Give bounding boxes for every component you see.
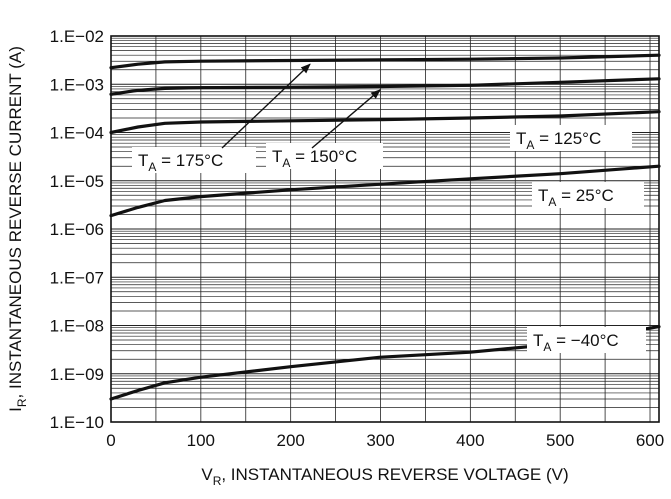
x-axis-title: VR, INSTANTANEOUS REVERSE VOLTAGE (V): [201, 465, 568, 488]
series-line-2: [109, 110, 661, 135]
y-axis-title: IR, INSTANTANEOUS REVERSE CURRENT (A): [6, 46, 29, 412]
x-tick-label: 200: [276, 431, 304, 450]
arrow-175: [221, 63, 311, 149]
y-tick-label: 1.E−06: [50, 220, 104, 239]
y-tick-label: 1.E−03: [50, 75, 104, 94]
series-label: TA = 125°C: [516, 129, 601, 152]
y-tick-label: 1.E−05: [50, 172, 104, 191]
series-label-bg: [527, 327, 646, 353]
series-label-bg: [266, 143, 383, 169]
x-tick-label: 100: [187, 431, 215, 450]
x-tick-label: 0: [106, 431, 115, 450]
series-label-bg: [532, 182, 644, 208]
series-label: TA = −40°C: [533, 331, 619, 354]
y-tick-label: 1.E−04: [50, 124, 104, 143]
series-label-bg: [510, 125, 632, 151]
series-line-0: [109, 53, 661, 70]
y-tick-label: 1.E−02: [50, 27, 104, 46]
y-tick-label: 1.E−07: [50, 268, 104, 287]
y-tick-label: 1.E−10: [50, 413, 104, 432]
series-label: TA = 150°C: [272, 147, 357, 170]
plot-frame: [110, 35, 660, 423]
x-tick-label: 600: [636, 431, 664, 450]
x-tick-label: 400: [456, 431, 484, 450]
series-line-3: [109, 164, 661, 218]
y-tick-label: 1.E−08: [50, 317, 104, 336]
series-label-bg: [132, 147, 256, 173]
series-line-1: [109, 77, 661, 96]
series-label: TA = 25°C: [538, 186, 614, 209]
y-tick-label: 1.E−09: [50, 365, 104, 384]
series-label: TA = 175°C: [138, 151, 223, 174]
arrow-150: [311, 89, 381, 149]
x-tick-label: 300: [366, 431, 394, 450]
x-tick-label: 500: [546, 431, 574, 450]
